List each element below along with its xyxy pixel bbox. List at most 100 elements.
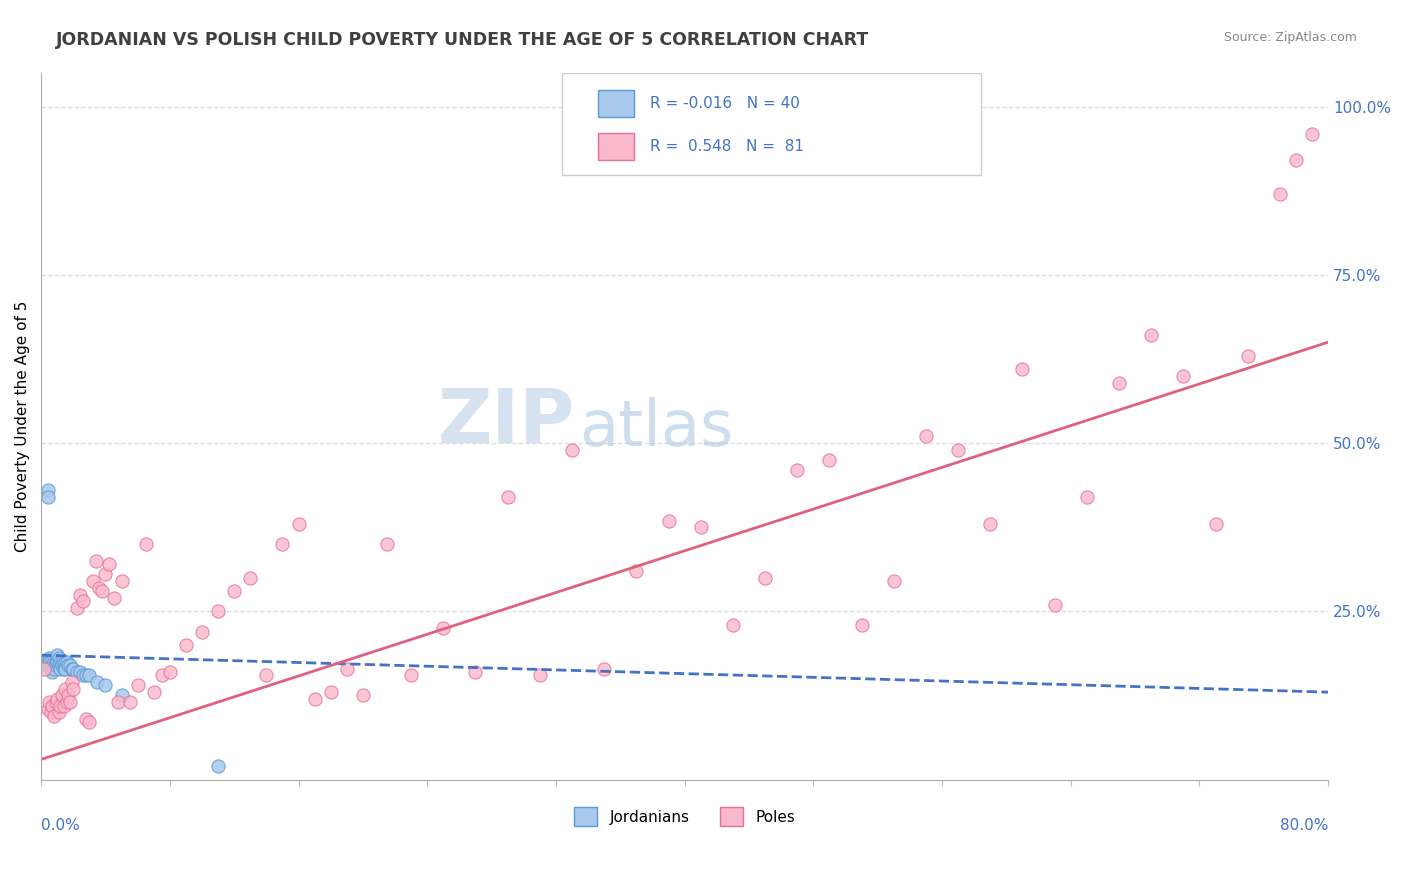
Point [1043, 598, 1066, 612]
Point [150, 668, 173, 682]
Point [1011, 362, 1033, 376]
Point [41, 665, 63, 679]
Point [979, 516, 1001, 531]
Point [207, 759, 229, 773]
Point [65, 601, 87, 615]
Point [529, 668, 551, 682]
Point [34, 655, 56, 669]
Point [91, 584, 114, 599]
Text: 80.0%: 80.0% [1279, 819, 1329, 833]
Point [254, 668, 277, 682]
Point [142, 685, 165, 699]
Point [37, 490, 59, 504]
Text: R = -0.016   N = 40: R = -0.016 N = 40 [650, 96, 800, 112]
Point [135, 537, 157, 551]
Point [86, 675, 108, 690]
Point [94, 678, 117, 692]
Legend: Jordanians, Poles: Jordanians, Poles [568, 801, 801, 832]
Point [58, 658, 80, 673]
Point [49, 655, 72, 669]
Point [657, 514, 679, 528]
Point [883, 574, 905, 588]
Point [52, 658, 75, 673]
Point [1140, 328, 1163, 343]
Point [304, 691, 326, 706]
Point [79, 715, 101, 730]
Point [82, 574, 104, 588]
Bar [599, 90, 634, 117]
Point [59, 658, 82, 673]
Point [626, 564, 648, 578]
Point [62, 681, 84, 696]
Text: Source: ZipAtlas.com: Source: ZipAtlas.com [1223, 31, 1357, 45]
Point [42, 655, 65, 669]
Point [42, 662, 65, 676]
Point [1205, 516, 1227, 531]
Point [754, 571, 776, 585]
Point [1076, 490, 1098, 504]
Point [75, 668, 97, 682]
Point [87, 581, 110, 595]
Point [1236, 349, 1258, 363]
Point [721, 617, 744, 632]
Point [79, 668, 101, 682]
Y-axis label: Child Poverty Under the Age of 5: Child Poverty Under the Age of 5 [15, 301, 30, 552]
Point [375, 537, 398, 551]
Point [65, 665, 87, 679]
Point [60, 675, 83, 690]
Point [52, 662, 75, 676]
Point [818, 453, 841, 467]
Point [46, 648, 69, 662]
Point [39, 706, 62, 720]
Point [53, 662, 76, 676]
Point [49, 698, 72, 713]
Point [41, 658, 63, 673]
Point [1268, 187, 1291, 202]
Point [58, 689, 80, 703]
Point [207, 604, 229, 618]
Point [60, 662, 83, 676]
Point [48, 658, 70, 673]
Point [46, 655, 69, 669]
Point [72, 668, 94, 682]
Point [103, 591, 125, 605]
Point [1285, 153, 1308, 168]
Point [52, 698, 75, 713]
Point [51, 658, 73, 673]
Point [46, 691, 69, 706]
Point [287, 516, 309, 531]
Point [41, 698, 63, 713]
Point [946, 442, 969, 457]
Point [593, 662, 616, 676]
Point [37, 702, 59, 716]
Point [915, 429, 938, 443]
Bar [599, 133, 634, 160]
Point [37, 483, 59, 498]
Point [159, 665, 181, 679]
Point [496, 490, 519, 504]
Text: R =  0.548   N =  81: R = 0.548 N = 81 [650, 138, 804, 153]
Point [53, 681, 76, 696]
Text: atlas: atlas [579, 397, 734, 458]
Point [75, 712, 97, 726]
Text: ZIP: ZIP [439, 386, 575, 459]
Point [69, 588, 91, 602]
Point [97, 558, 120, 572]
Point [319, 685, 342, 699]
Point [45, 658, 67, 673]
Point [56, 655, 79, 669]
Point [1173, 368, 1195, 383]
Point [561, 442, 583, 457]
Point [39, 662, 62, 676]
Point [336, 662, 359, 676]
Point [51, 655, 73, 669]
Point [38, 651, 60, 665]
Point [48, 706, 70, 720]
Point [49, 662, 72, 676]
Point [352, 689, 374, 703]
Point [62, 662, 84, 676]
Point [107, 695, 129, 709]
Point [110, 574, 132, 588]
Point [38, 655, 60, 669]
Point [39, 655, 62, 669]
